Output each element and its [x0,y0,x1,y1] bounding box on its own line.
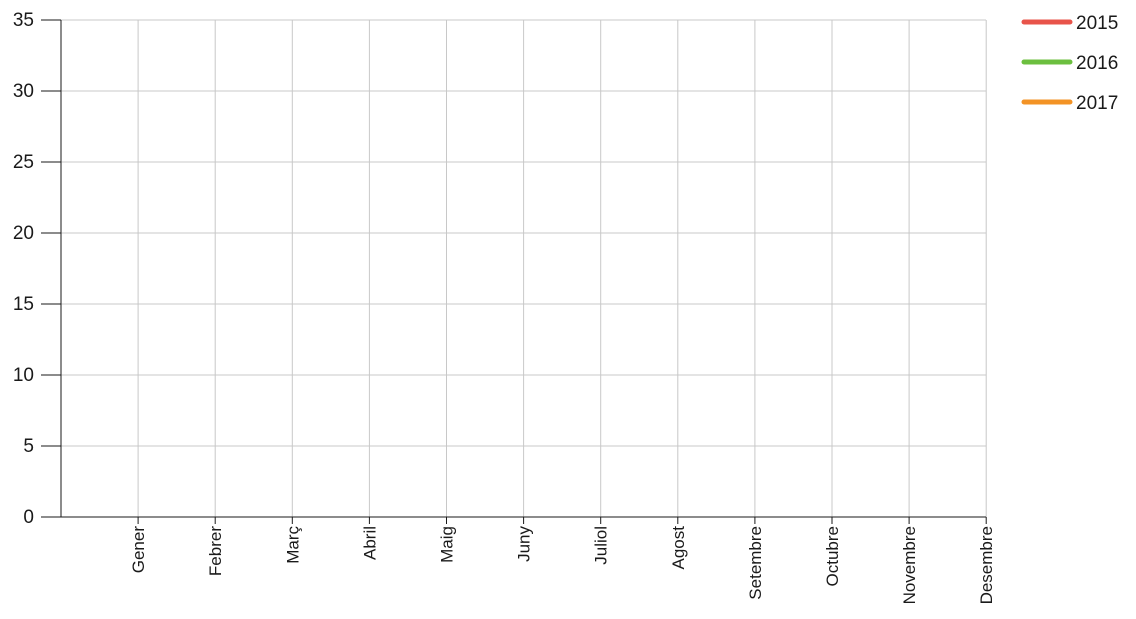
x-tick-label: Desembre [977,526,996,604]
chart-legend: 2015 2016 2017 [1021,13,1118,114]
x-tick-label: Octubre [823,526,842,586]
x-tick-label: Juny [515,526,534,562]
legend-label-2016: 2016 [1076,53,1118,74]
x-tick-label: Març [283,526,302,564]
x-tick-label: Abril [360,526,379,560]
x-tick-label: Juliol [592,526,611,565]
x-tick-label: Gener [129,526,148,574]
y-axis-ticks: 0 5 10 15 20 25 30 35 [13,10,34,528]
y-tick-label: 20 [13,223,34,244]
y-tick-label: 25 [13,152,34,173]
y-tick-label: 30 [13,81,34,102]
chart-axes [41,19,987,524]
chart-grid [61,19,987,517]
y-tick-label: 35 [13,10,34,31]
y-tick-label: 5 [23,436,34,457]
x-tick-label: Setembre [746,526,765,600]
legend-label-2015: 2015 [1076,13,1118,34]
x-axis-ticks: Gener Febrer Març Abril Maig Juny Juliol Agost S… [129,526,996,605]
x-tick-label: Maig [438,526,457,563]
legend-label-2017: 2017 [1076,93,1118,114]
x-tick-label: Febrer [206,526,225,576]
y-tick-label: 15 [13,294,34,315]
x-tick-label: Novembre [900,526,919,604]
y-tick-label: 0 [23,507,34,528]
y-tick-label: 10 [13,365,34,386]
x-tick-label: Agost [669,526,688,570]
